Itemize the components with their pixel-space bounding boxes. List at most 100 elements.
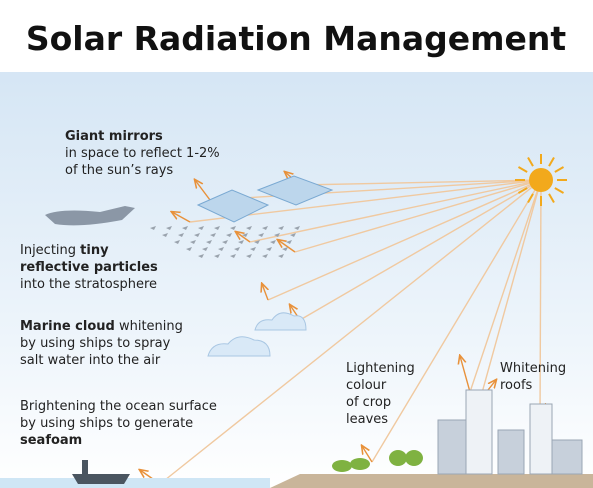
label-line: salt water into the air [20,353,161,368]
sun-ray [548,156,555,167]
label-line: roofs [500,378,533,393]
label-line: Injecting tiny [20,243,109,258]
particle [162,233,168,237]
light-ray [371,179,542,463]
label-line: Giant mirrors [65,129,163,144]
reflection-arrow [195,180,211,201]
particle [270,240,276,244]
label-text: Brightening the ocean surface [20,399,217,414]
particle [186,247,192,251]
light-ray [209,179,542,201]
light-ray [294,179,542,253]
particle [214,254,220,258]
label-text: whitening [115,319,183,334]
particle [226,233,232,237]
plane [45,206,135,226]
particle [230,226,236,230]
sun-ray [554,166,565,173]
light-ray [299,179,542,186]
light-ray [159,179,542,485]
rays [140,172,545,485]
label-line: reflective particles [20,260,158,275]
label-line: Whitening [500,361,566,376]
sea [0,478,270,488]
sun-ray [517,166,528,173]
reflection-arrow [262,284,268,301]
light-ray [479,179,542,401]
particle [218,247,224,251]
label-text: roofs [500,378,533,393]
light-ray [249,179,542,243]
label-line: in space to reflect 1-2% [65,146,220,161]
particle [266,247,272,251]
label-text: seafoam [20,433,82,448]
crops [332,450,423,472]
particle [198,226,204,230]
light-ray [469,179,542,393]
particle [278,254,284,258]
mirror [196,189,270,223]
light-ray [299,179,542,321]
particle [250,247,256,251]
particle [258,233,264,237]
label-text: in space to reflect 1-2% [65,146,220,161]
ship [72,474,130,484]
sun-ray [548,193,555,204]
sun-ray [554,187,565,194]
light-ray [539,179,542,421]
particle [206,240,212,244]
mirror [256,175,334,206]
reflection-arrow [172,212,191,223]
ship [82,460,88,474]
particle [238,240,244,244]
particle [198,254,204,258]
label-line: by using ships to generate [20,416,193,431]
label-text: by using ships to spray [20,336,171,351]
label-text: Whitening [500,361,566,376]
label-text: Giant mirrors [65,129,163,144]
particle [234,247,240,251]
sun-ray [527,156,534,167]
particle [222,240,228,244]
label-text: Marine cloud [20,319,115,334]
label-text: of the sun’s rays [65,163,173,178]
labels: Giant mirrors in space to reflect 1-2% of … [20,129,566,448]
particle [274,233,280,237]
label-line: of crop [346,395,391,410]
label-line: by using ships to spray [20,336,171,351]
particle [282,247,288,251]
particle [174,240,180,244]
label-text: salt water into the air [20,353,161,368]
cloud [254,312,307,331]
label-text: into the stratosphere [20,277,157,292]
particles [150,226,300,258]
light-ray [267,179,542,301]
label-text: tiny [80,243,109,258]
particle [166,226,172,230]
particle [190,240,196,244]
label-line: leaves [346,412,388,427]
label-text: colour [346,378,387,393]
particle [262,254,268,258]
title: Solar Radiation Management [26,19,567,58]
particle [262,226,268,230]
particle [246,226,252,230]
label-text: leaves [346,412,388,427]
label-text: of crop [346,395,391,410]
buildings [437,389,583,475]
label-text: Lightening [346,361,415,376]
particle [290,233,296,237]
label-line: Lightening [346,361,415,376]
reflection-arrow [278,240,296,253]
label-text: reflective particles [20,260,158,275]
label-line: Brightening the ocean surface [20,399,217,414]
ground [270,474,593,488]
particle [202,247,208,251]
sun [515,154,567,206]
particle [242,233,248,237]
reflection-arrow [460,356,471,393]
particle [230,254,236,258]
particle [150,226,156,230]
particle [214,226,220,230]
